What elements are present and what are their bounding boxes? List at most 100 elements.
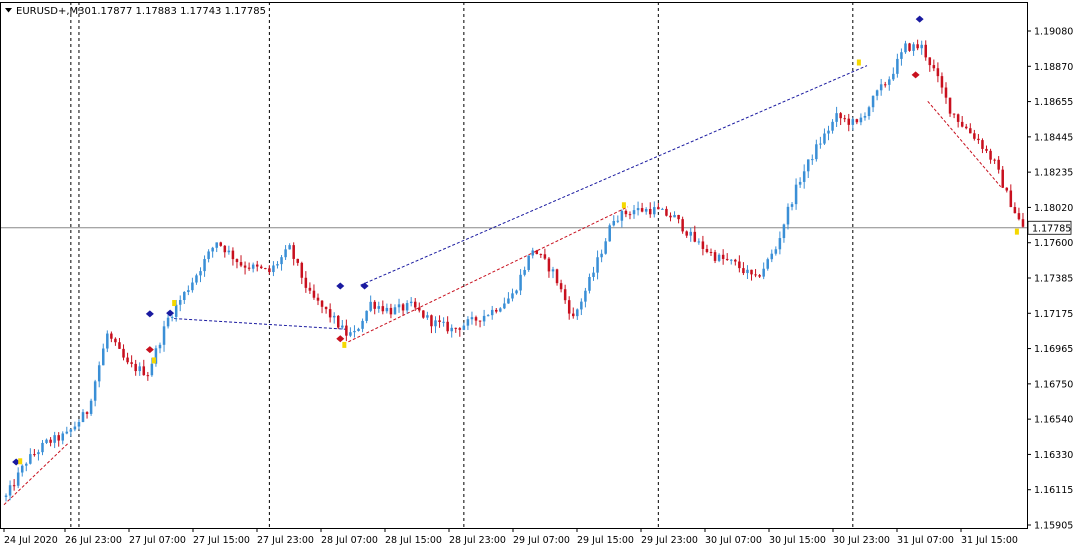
candle-body-38 (158, 344, 162, 349)
candle-body-18 (77, 422, 81, 427)
candle-body-183 (746, 269, 749, 274)
candle-body-193 (786, 206, 790, 225)
candle-body-178 (725, 258, 729, 260)
candle-body-177 (721, 254, 725, 259)
candle-body-219 (892, 73, 895, 80)
candle-body-214 (871, 95, 875, 108)
candle-body-223 (908, 43, 911, 51)
yellow-signal-marker-4 (621, 202, 626, 209)
candle-body-213 (867, 107, 871, 116)
red-arrow-marker-1 (336, 335, 345, 343)
y-tick-label-6: 1.17600 (1034, 238, 1073, 249)
candle-body-85 (349, 332, 352, 336)
candle-body-33 (138, 366, 141, 372)
candle-body-250 (1017, 213, 1021, 220)
candle-body-176 (717, 254, 721, 261)
candle-body-21 (89, 400, 93, 414)
x-tick-label-8: 29 Jul 07:00 (513, 535, 570, 546)
candle-body-44 (183, 292, 186, 301)
candle-body-42 (174, 304, 178, 317)
candle-body-212 (863, 115, 867, 118)
symbol-dropdown-icon[interactable] (5, 8, 12, 13)
candle-body-100 (409, 301, 413, 304)
candle-body-161 (657, 207, 660, 210)
candle-body-4 (20, 465, 24, 473)
candle-body-185 (754, 274, 757, 276)
yellow-signal-marker-1 (151, 357, 156, 364)
candle-body-216 (879, 84, 883, 91)
candle-body-239 (973, 133, 976, 139)
candle-body-231 (940, 76, 944, 88)
y-tick-label-4: 1.18235 (1034, 168, 1073, 179)
candle-body-30 (126, 357, 129, 363)
x-tick-label-14: 31 Jul 07:00 (897, 535, 954, 546)
candle-body-28 (118, 342, 121, 349)
y-tick-label-8: 1.17175 (1034, 309, 1073, 320)
trend-line-1 (360, 65, 868, 286)
candle-body-49 (203, 259, 206, 272)
blue-arrow-marker-2 (166, 309, 175, 317)
candle-body-149 (608, 225, 611, 242)
yellow-signal-marker-0 (18, 458, 23, 465)
candle-body-233 (948, 97, 952, 114)
candle-body-99 (405, 303, 409, 311)
candle-body-93 (381, 306, 385, 312)
y-tick-label-13: 1.16115 (1034, 485, 1073, 496)
candle-body-242 (985, 148, 988, 151)
candle-body-133 (543, 254, 547, 259)
candle-body-107 (438, 320, 441, 323)
candle-body-35 (146, 375, 150, 377)
candle-body-129 (527, 255, 530, 270)
candle-body-222 (904, 43, 907, 53)
candle-body-209 (851, 119, 855, 125)
candle-body-229 (932, 65, 936, 69)
candle-body-84 (345, 325, 348, 336)
candle-body-196 (798, 181, 802, 185)
candle-body-73 (300, 262, 304, 278)
blue-arrow-marker-5 (915, 15, 924, 23)
candle-body-2 (12, 485, 16, 487)
x-tick-label-15: 31 Jul 15:00 (961, 535, 1018, 546)
candle-body-198 (806, 159, 810, 172)
candle-body-197 (802, 171, 806, 182)
candle-body-234 (952, 113, 956, 115)
candle-body-192 (782, 224, 786, 239)
candle-body-114 (466, 319, 470, 326)
candle-body-166 (677, 214, 680, 220)
candle-body-150 (612, 221, 616, 226)
candle-body-138 (563, 289, 567, 301)
x-tick-label-11: 30 Jul 07:00 (705, 535, 762, 546)
candle-body-24 (102, 348, 105, 366)
candle-body-69 (284, 249, 287, 258)
candle-body-96 (393, 307, 397, 315)
y-tick-label-14: 1.15905 (1034, 521, 1073, 532)
plot-border (0, 2, 1028, 529)
candle-body-90 (369, 301, 372, 311)
candle-body-88 (361, 320, 364, 329)
candle-body-37 (154, 348, 158, 364)
candle-body-5 (25, 463, 28, 466)
candle-body-148 (604, 241, 607, 254)
candle-body-221 (900, 52, 903, 59)
candle-body-34 (142, 366, 146, 376)
candle-body-191 (778, 238, 782, 250)
candle-body-227 (924, 44, 927, 58)
candle-body-206 (839, 113, 842, 119)
candle-body-245 (997, 159, 1000, 170)
candle-body-68 (280, 257, 283, 265)
x-tick-label-5: 28 Jul 07:00 (321, 535, 378, 546)
x-tick-label-13: 30 Jul 23:00 (833, 535, 890, 546)
candle-body-25 (106, 333, 109, 349)
candle-body-62 (255, 264, 259, 267)
candle-body-224 (912, 44, 915, 51)
candle-body-160 (653, 207, 656, 215)
candle-body-200 (815, 144, 818, 160)
candle-body-82 (336, 315, 340, 328)
candle-body-210 (855, 119, 859, 123)
candle-body-249 (1013, 207, 1017, 214)
candle-body-45 (187, 290, 190, 293)
candle-body-15 (65, 431, 69, 434)
trend-line-0 (174, 318, 349, 330)
